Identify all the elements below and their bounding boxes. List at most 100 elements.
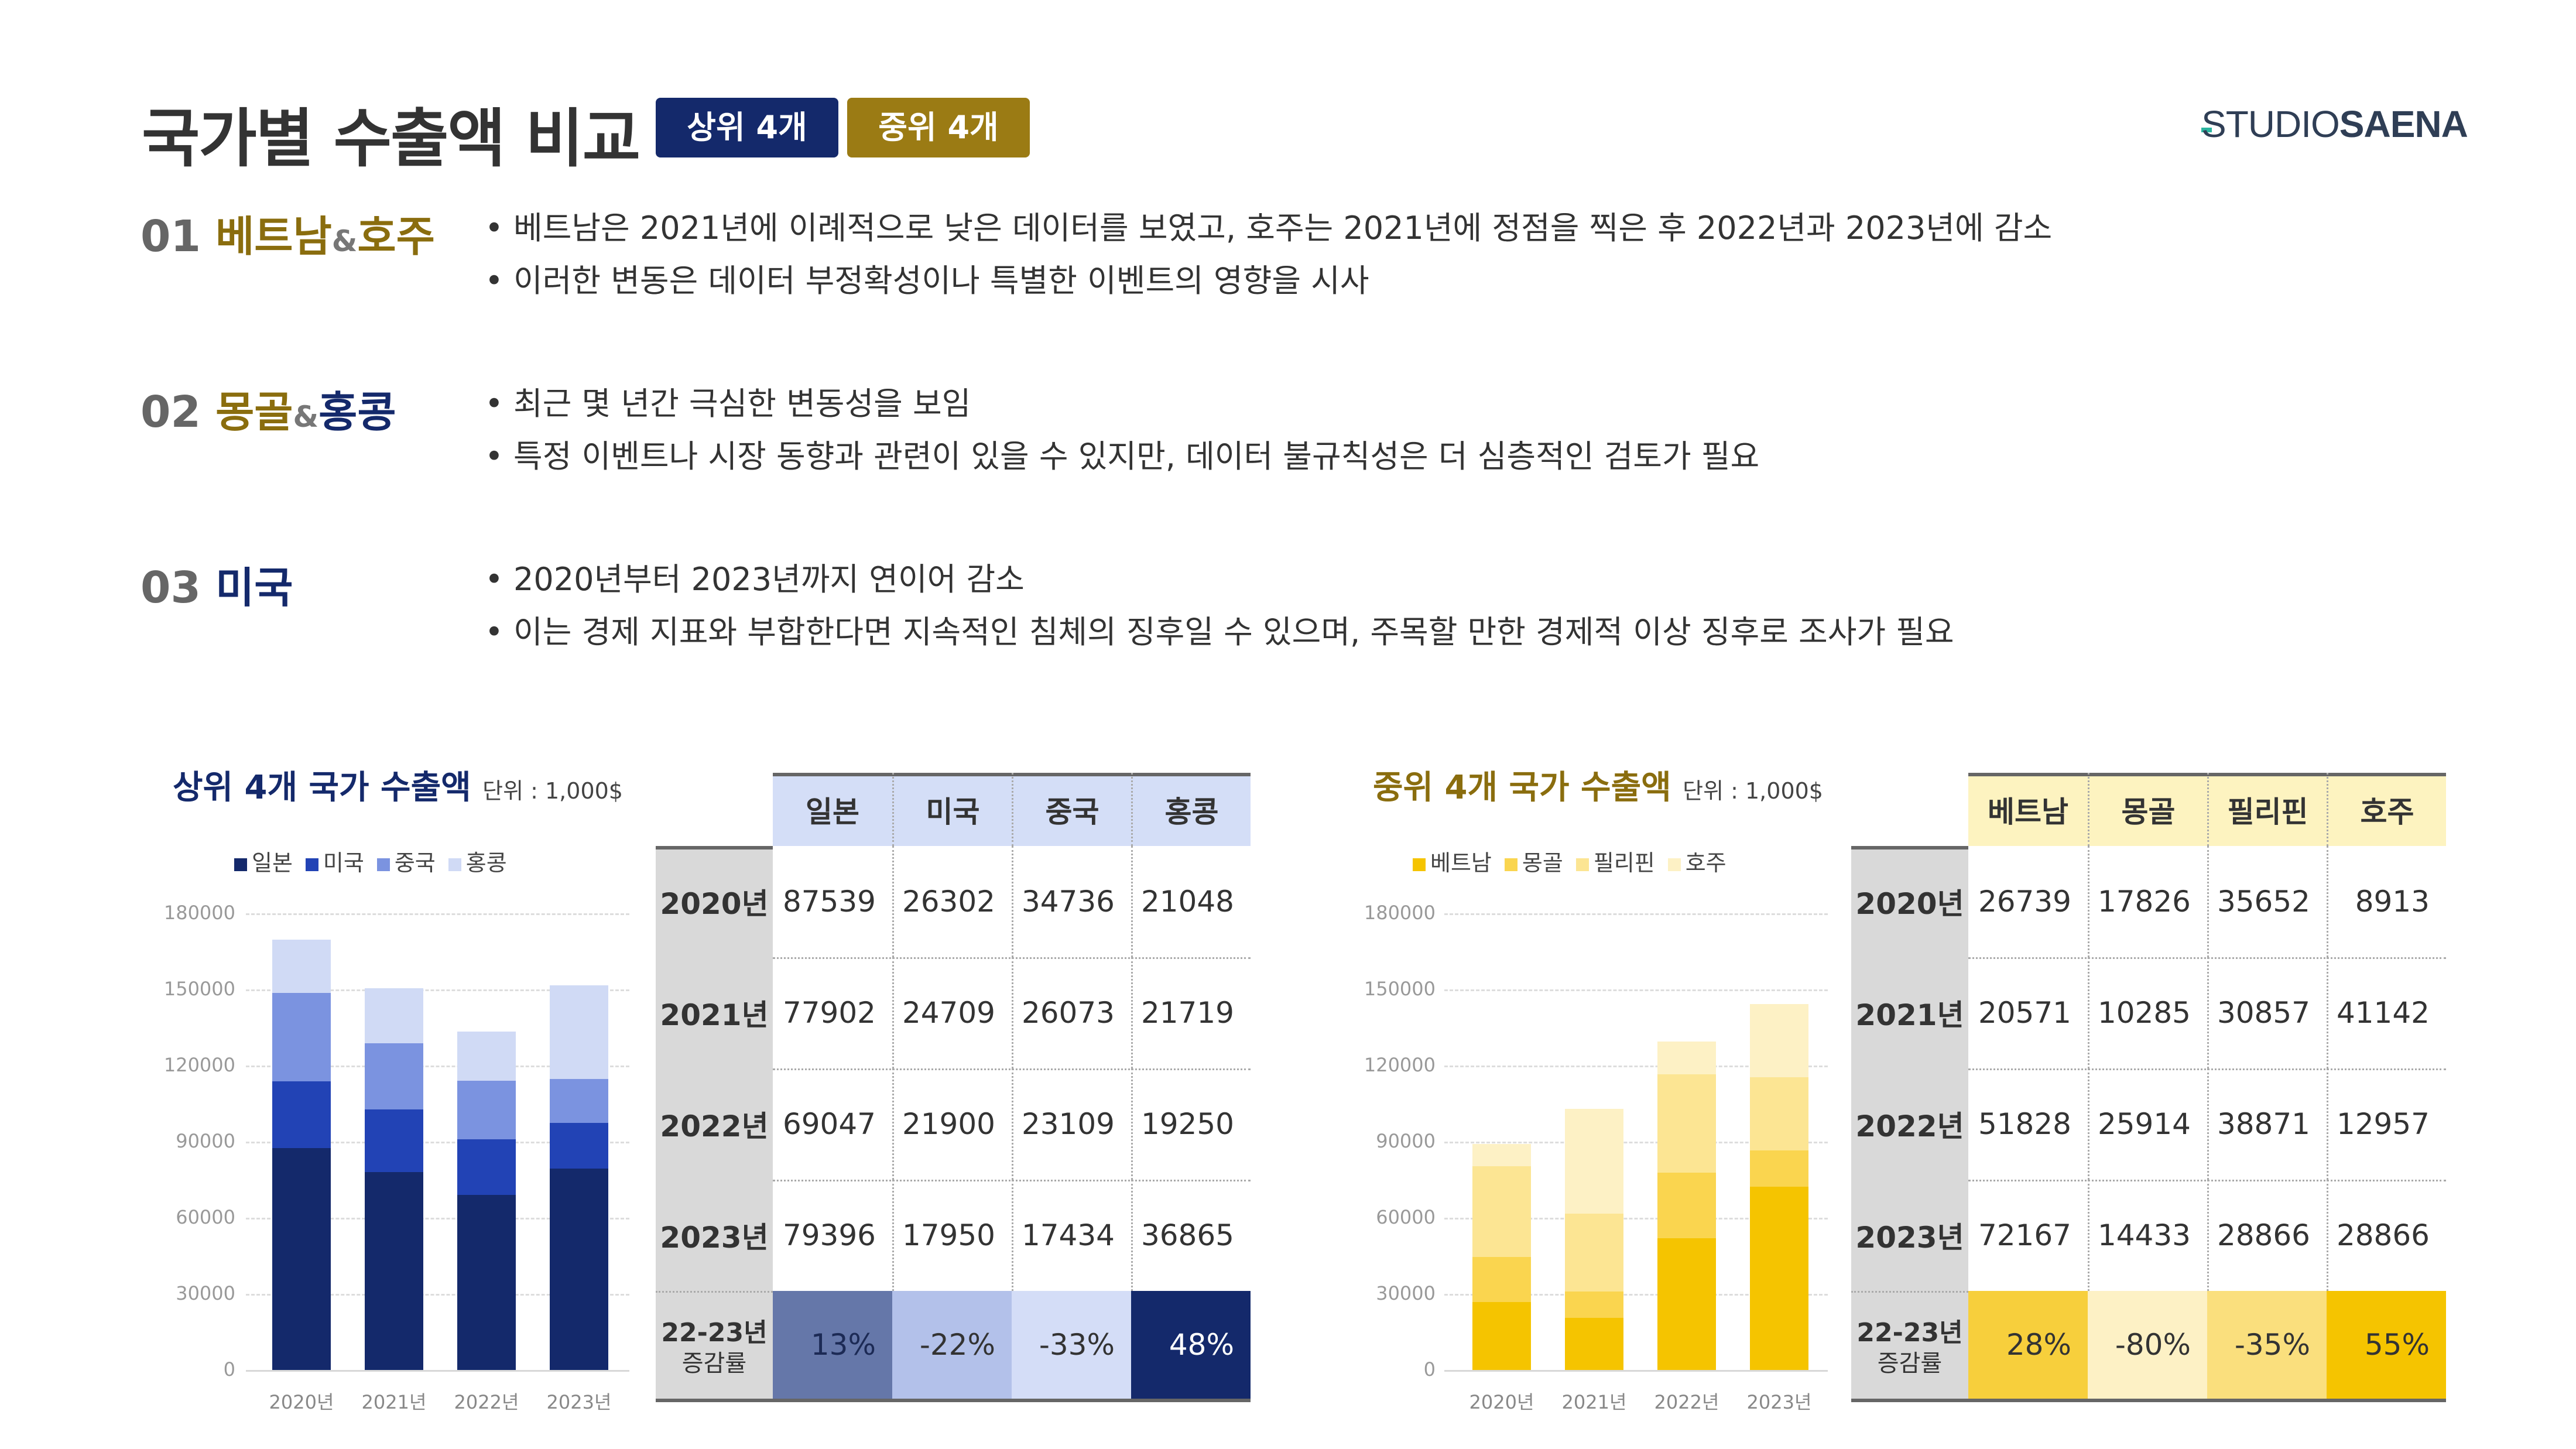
gridline [246,1218,629,1220]
change-label-line1: 22-23년 [1856,1318,1963,1348]
x-tick-label: 2023년 [1746,1391,1812,1413]
table-cell: 21719 [1131,957,1251,1068]
gridline [1444,1142,1828,1143]
section-amp: & [293,400,319,434]
gridline [1444,1294,1828,1296]
gridline [246,1294,629,1296]
legend-label: 홍콩 [465,850,507,876]
table-cell: 87539 [782,885,876,919]
bar-segment [550,1123,608,1169]
gridline [246,1066,629,1067]
legend-swatch [305,858,318,871]
section-country-b: 호주 [357,212,435,261]
section-number: 03 [141,563,201,613]
badge-mid4[interactable]: 중위 4개 [847,98,1030,157]
section-1-bullet-2: • 이러한 변동은 데이터 부정확성이나 특별한 이벤트의 영향을 시사 [485,262,1369,299]
studio-saena-logo: STUDIOSAENA [2201,102,2468,146]
bar-segment [1750,1150,1808,1187]
x-tick-label: 2022년 [454,1391,519,1413]
bar-segment [1657,1041,1716,1074]
legend-swatch [1575,858,1589,871]
gridline [246,1142,629,1143]
table-column-header: 호주 [2327,773,2446,846]
x-tick-label: 2022년 [1654,1391,1719,1413]
gridline [1444,1218,1828,1220]
section-country-b: 홍콩 [318,388,396,437]
legend-label: 일본 [252,850,293,876]
y-tick-label: 120000 [163,1054,235,1076]
bar-segment [1657,1238,1716,1370]
bar-segment [1657,1074,1716,1173]
section-3-bullet-2: • 이는 경제 지표와 부합한다면 지속적인 침체의 징후일 수 있으며, 주목… [485,614,1954,650]
table-bottom-border [1851,1399,2446,1402]
table-column-header: 홍콩 [1131,773,1251,846]
table-cell: 23109 [1012,1068,1131,1180]
table-column-header: 베트남 [1988,794,2068,829]
table-cell: 34736 [1012,846,1131,957]
table-label-column [1851,846,1968,1402]
legend-label: 몽골 [1522,850,1563,876]
y-tick-label: 150000 [1364,978,1436,1000]
table-change-cell: -22% [892,1291,1012,1399]
section-3-heading: 03 미국 [141,553,293,615]
section-2-bullet-1: • 최근 몇 년간 극심한 변동성을 보임 [485,385,971,422]
chart-legend: 일본 미국 중국 홍콩 [234,845,507,877]
table-row-label: 2023년 [1855,1221,1964,1255]
table-cell: 17434 [1012,1180,1131,1291]
section-2-bullet-2: • 특정 이벤트나 시장 동향과 관련이 있을 수 있지만, 데이터 불규칙성은… [485,438,1760,475]
x-axis [1444,1370,1828,1372]
table-change-cell: -80% [2088,1291,2207,1399]
chart-1-unit: 단위 : 1,000$ [482,778,623,804]
bar-segment [1472,1302,1531,1370]
table-row-label: 2021년 [660,998,769,1032]
table-cell: 28866 [2207,1180,2327,1291]
bar-segment [365,988,423,1044]
section-1-heading: 01 베트남&호주 [141,202,435,263]
table-cell: 38871 [2207,1068,2327,1180]
bar-segment [1750,1003,1808,1077]
chart-2-title-wrap: 중위 4개 국가 수출액 단위 : 1,000$ [1373,761,1823,809]
change-label-line1: 22-23년 [661,1318,768,1348]
table-row-label: 2023년 [660,1221,769,1255]
table-column-header: 일본 [806,794,859,829]
gridline [1444,989,1828,991]
bar-segment [1472,1256,1531,1303]
x-tick-label: 2021년 [361,1391,427,1413]
table-row-label: 2020년 [660,887,769,921]
chart-2-unit: 단위 : 1,000$ [1683,778,1823,804]
y-tick-label: 0 [223,1358,235,1381]
legend-swatch [448,858,461,871]
table-change-cell: 28% [1968,1291,2088,1399]
table-row-label: 2021년 [1855,998,1964,1032]
bar-segment [550,1168,608,1370]
bar-segment [365,1172,423,1370]
chart-legend: 베트남 몽골 필리핀 호주 [1413,845,1727,877]
bar-segment [272,993,331,1081]
table-change-cell: 13% [773,1291,892,1399]
table-column-header: 중국 [1012,773,1131,846]
table-cell: 51828 [1978,1107,2071,1141]
legend-swatch [1504,858,1517,871]
legend-label: 미국 [323,850,364,876]
y-tick-label: 180000 [1364,902,1436,924]
bar-segment [1565,1292,1623,1318]
section-number: 01 [141,211,201,262]
table-row-label: 2022년 [1855,1109,1964,1143]
y-tick-label: 60000 [1376,1206,1436,1228]
section-2-heading: 02 몽골&홍콩 [141,378,396,439]
badge-top4[interactable]: 상위 4개 [656,98,838,157]
x-tick-label: 2020년 [269,1391,334,1413]
x-axis [246,1370,629,1372]
gridline [246,989,629,991]
legend-swatch [234,858,247,871]
chart-1-title: 상위 4개 국가 수출액 [173,769,471,807]
bar-segment [1750,1077,1808,1150]
x-tick-label: 2023년 [546,1391,612,1413]
table-cell: 77902 [782,996,876,1030]
table-column-header: 미국 [892,773,1012,846]
table-column-header: 몽골 [2088,773,2207,846]
bar-segment [1565,1317,1623,1370]
y-tick-label: 120000 [1364,1054,1436,1076]
section-country-a: 미국 [215,563,293,612]
bar-segment [1472,1166,1531,1257]
